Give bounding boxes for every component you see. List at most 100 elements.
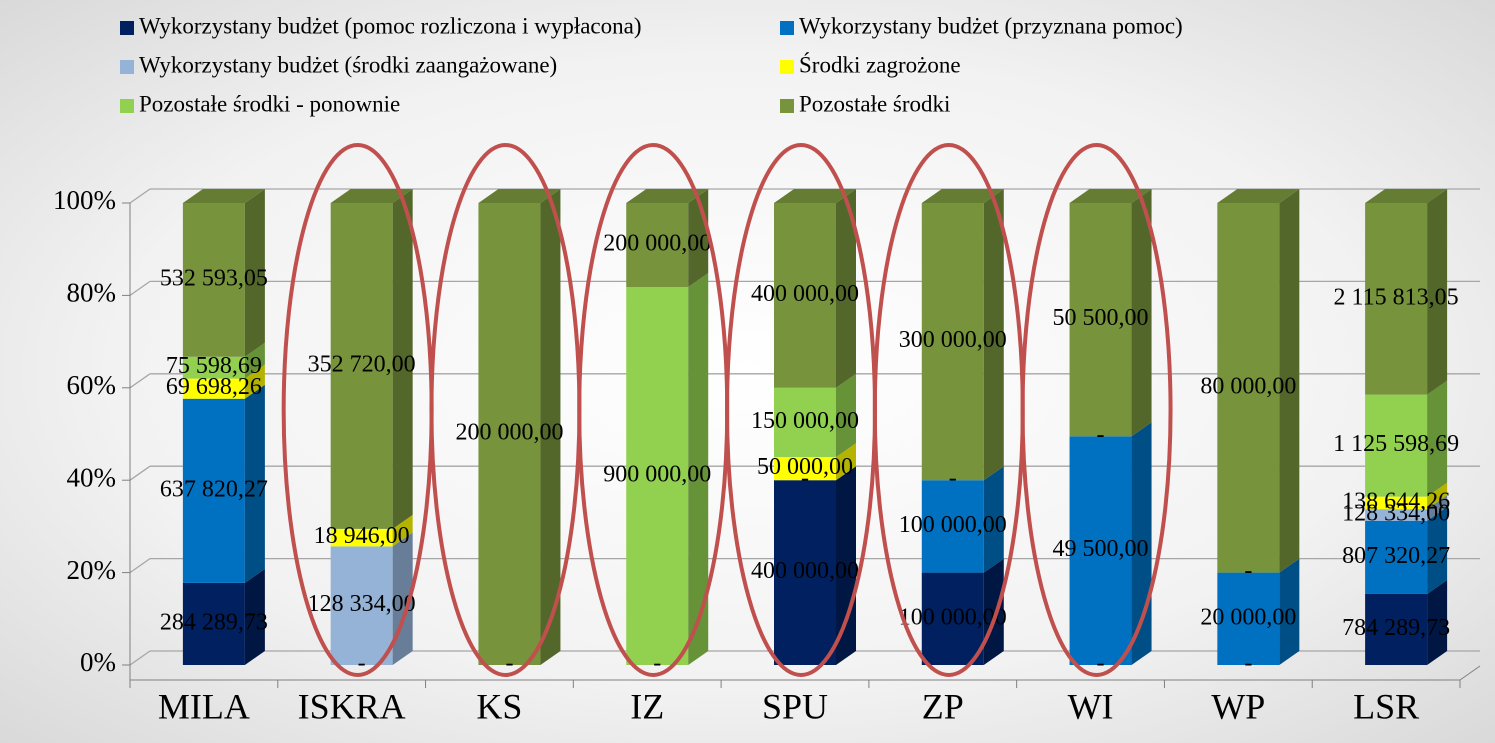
bar-side (1427, 380, 1448, 497)
x-tick-label: LSR (1353, 686, 1419, 726)
data-label: 50 500,00 (1053, 305, 1149, 331)
legend-swatch (780, 21, 794, 35)
bar-side (983, 466, 1004, 573)
bar-segment (1365, 394, 1428, 497)
bar-segment (182, 378, 245, 399)
data-label: 284 289,73 (160, 609, 268, 635)
bar-side (1427, 189, 1448, 395)
bar-segment (330, 528, 393, 547)
bar-top (774, 189, 856, 203)
bar-segment (182, 356, 245, 379)
data-label: 20 000,00 (1200, 604, 1296, 630)
legend-label: Wykorzystany budżet (pomoc rozliczona i … (139, 13, 642, 38)
bar-side (244, 342, 265, 379)
bar-segment (1069, 203, 1132, 437)
y-tick-label: 20% (67, 555, 117, 585)
bar-segment (1365, 509, 1428, 521)
data-label: 80 000,00 (1200, 373, 1296, 399)
bar-top (626, 189, 709, 203)
y-tick-label: 40% (67, 462, 117, 492)
data-label: 300 000,00 (899, 327, 1007, 353)
bar-segment (1365, 203, 1428, 395)
data-label: - (1097, 651, 1105, 677)
bar-side (836, 373, 856, 458)
bar-side (244, 189, 265, 357)
data-label: 138 644,26 (1342, 488, 1450, 514)
highlight-ellipse (1020, 143, 1173, 677)
bar-segment (182, 398, 245, 583)
x-tick-label: IZ (630, 686, 664, 726)
bar-segment (626, 287, 689, 665)
data-label: 637 820,27 (160, 476, 268, 502)
data-label: 2 115 813,05 (1334, 284, 1459, 310)
data-label: 807 320,27 (1342, 543, 1450, 569)
bar-top (478, 189, 561, 203)
bar-side (244, 364, 265, 399)
y-tick-label: 100% (53, 185, 116, 215)
y-tick-label: 60% (67, 370, 117, 400)
data-label: - (801, 466, 809, 492)
data-label: 352 720,00 (308, 351, 416, 377)
bar-segment (1217, 572, 1280, 665)
floor-edge (1459, 665, 1481, 681)
bar-side (1427, 506, 1448, 594)
data-label: - (505, 651, 513, 677)
x-tick-label: ISKRA (298, 686, 406, 726)
data-label: - (1244, 558, 1252, 584)
x-tick-label: ZP (922, 686, 964, 726)
data-label: - (1097, 422, 1105, 448)
bar-side (540, 189, 561, 665)
data-label: 200 000,00 (455, 420, 563, 446)
bar-side (244, 384, 265, 583)
data-label: 100 000,00 (899, 512, 1007, 538)
grid-line-side (129, 188, 151, 204)
y-tick-label: 80% (67, 278, 117, 308)
bar-segment (1217, 203, 1280, 573)
bar-segment (1365, 496, 1428, 510)
data-label: 128 334,00 (1342, 501, 1450, 527)
bar-side (983, 558, 1004, 665)
legend-swatch (120, 99, 134, 113)
bar-segment (626, 203, 689, 287)
bar-segment (182, 582, 245, 665)
bar-segment (478, 203, 541, 665)
grid-line-side (129, 558, 151, 574)
legend-swatch (120, 21, 134, 35)
legend-swatch (780, 99, 794, 113)
bar-segment (330, 546, 393, 665)
bar-side (836, 443, 856, 481)
bar-segment (921, 480, 984, 573)
bar-side (836, 466, 856, 665)
bar-top (330, 189, 413, 203)
bar-side (1427, 579, 1448, 665)
data-label: 200 000,00 (603, 231, 711, 257)
data-label: 75 598,69 (166, 353, 262, 379)
data-label: 69 698,26 (166, 374, 262, 400)
x-tick-label: MILA (158, 686, 250, 726)
x-tick-label: WI (1068, 686, 1114, 726)
bar-top (1217, 189, 1300, 203)
grid-line-side (129, 465, 151, 481)
bar-side (1279, 558, 1300, 665)
data-label: 532 593,05 (160, 265, 268, 291)
bar-segment (774, 457, 836, 481)
data-label: 100 000,00 (899, 604, 1007, 630)
y-tick-label: 0% (80, 647, 116, 677)
legend-label: Wykorzystany budżet (przyznana pomoc) (799, 13, 1183, 38)
bar-side (1427, 495, 1448, 521)
bar-side (1427, 482, 1448, 510)
bar-segment (1365, 520, 1428, 594)
bar-side (836, 189, 856, 388)
bar-segment (1365, 593, 1428, 665)
data-label: 128 334,00 (308, 591, 416, 617)
bar-side (1131, 189, 1152, 437)
data-label: 50 000,00 (757, 454, 853, 480)
bar-side (1279, 189, 1300, 573)
bar-segment (774, 203, 836, 388)
bar-side (244, 568, 265, 665)
x-tick-label: SPU (762, 686, 828, 726)
data-label: - (949, 466, 957, 492)
data-label: 784 289,73 (1342, 615, 1450, 641)
legend-swatch (780, 60, 794, 74)
